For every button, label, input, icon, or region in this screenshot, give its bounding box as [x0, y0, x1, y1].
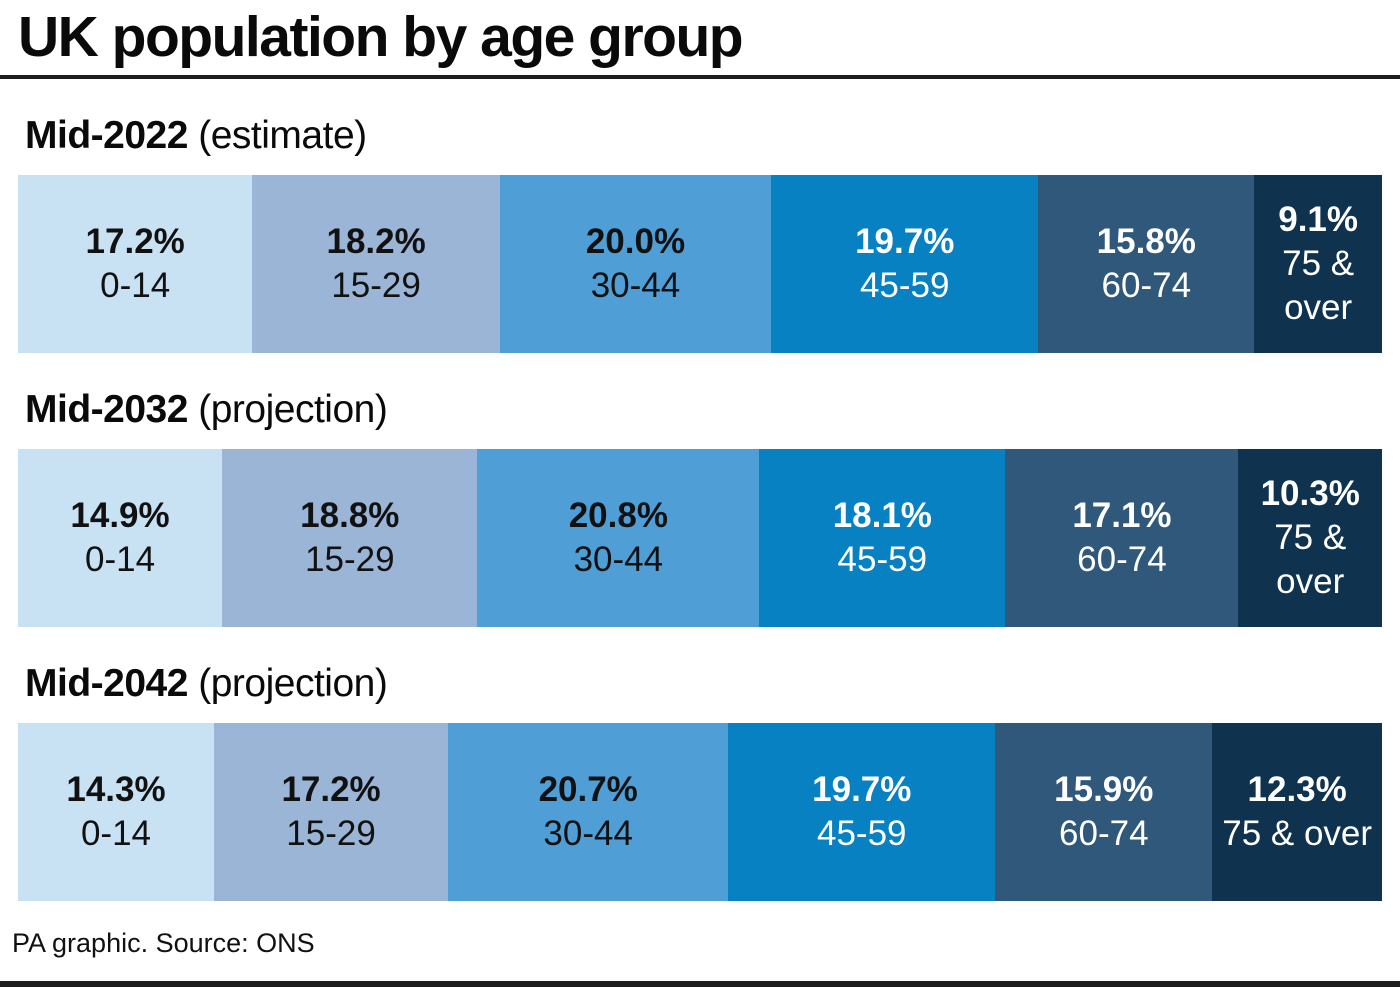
bar-segment-15-29: 17.2% 15-29 — [214, 723, 449, 901]
bar-segment-0-14: 17.2% 0-14 — [18, 175, 253, 353]
segment-age-label: 75 & over — [1222, 814, 1373, 853]
segment-value: 20.7% — [538, 770, 638, 809]
bottom-rule — [0, 981, 1400, 987]
bar-segment-60-74: 15.8% 60-74 — [1038, 175, 1255, 353]
bar-segment-45-59: 18.1% 45-59 — [759, 449, 1006, 627]
segment-value: 12.3% — [1247, 770, 1347, 809]
series-name: Mid-2032 — [25, 388, 188, 431]
segment-value: 17.2% — [281, 770, 381, 809]
segment-age-label: 0-14 — [100, 266, 171, 305]
segment-age-label: 15-29 — [305, 540, 395, 579]
bar-segment-30-44: 20.8% 30-44 — [477, 449, 760, 627]
bar-segment-45-59: 19.7% 45-59 — [728, 723, 996, 901]
segment-value: 15.9% — [1054, 770, 1154, 809]
series-note: (projection) — [198, 388, 388, 431]
segment-value: 10.3% — [1260, 474, 1360, 513]
segment-value: 20.0% — [585, 222, 686, 261]
source-credit: PA graphic. Source: ONS — [12, 928, 315, 958]
segment-age-label: 45-59 — [817, 814, 907, 853]
series-heading: Mid-2042 (projection) — [25, 661, 1382, 707]
segment-value: 20.8% — [568, 496, 668, 535]
segment-age-label: 15-29 — [331, 266, 421, 305]
segment-value: 17.1% — [1072, 496, 1172, 535]
segment-age-label: 45-59 — [859, 266, 950, 305]
segment-age-label: 30-44 — [590, 266, 681, 305]
segment-age-label: 60-74 — [1101, 266, 1192, 305]
segment-value: 19.7% — [812, 770, 912, 809]
bar-segment-15-29: 18.8% 15-29 — [222, 449, 478, 627]
segment-value: 15.8% — [1096, 222, 1196, 261]
bar-segment-30-44: 20.0% 30-44 — [499, 175, 772, 353]
bar-segment-75-over: 12.3% 75 & over — [1212, 723, 1382, 901]
segment-value: 19.7% — [855, 222, 955, 261]
segment-age-label: 60-74 — [1077, 540, 1167, 579]
segment-value: 18.1% — [832, 496, 932, 535]
stacked-bar: 14.9% 0-14 18.8% 15-29 20.8% 30-44 18.1% 45-59 1… — [18, 449, 1382, 627]
series-heading: Mid-2032 (projection) — [25, 387, 1382, 433]
series-name: Mid-2042 — [25, 662, 188, 705]
segment-value: 18.2% — [326, 222, 426, 261]
bar-segment-45-59: 19.7% 45-59 — [771, 175, 1039, 353]
bar-segment-0-14: 14.3% 0-14 — [18, 723, 214, 901]
segment-age-label: 60-74 — [1059, 814, 1149, 853]
segment-value: 14.3% — [66, 770, 166, 809]
series-section-mid-2042: Mid-2042 (projection) 14.3% 0-14 17.2% 15-29… — [18, 661, 1382, 901]
bar-segment-60-74: 15.9% 60-74 — [995, 723, 1213, 901]
stacked-bar: 17.2% 0-14 18.2% 15-29 20.0% 30-44 19.7% 45-59 1… — [18, 175, 1382, 353]
series-note: (estimate) — [198, 114, 367, 157]
bar-segment-75-over: 9.1% 75 & over — [1254, 175, 1382, 353]
segment-value: 9.1% — [1278, 200, 1359, 239]
segment-age-label: 15-29 — [286, 814, 376, 853]
bar-segment-15-29: 18.2% 15-29 — [252, 175, 500, 353]
segment-value: 17.2% — [85, 222, 185, 261]
segment-age-label: 45-59 — [837, 540, 928, 579]
bar-segment-30-44: 20.7% 30-44 — [448, 723, 729, 901]
series-section-mid-2032: Mid-2032 (projection) 14.9% 0-14 18.8% 15-29… — [18, 387, 1382, 627]
series-note: (projection) — [198, 662, 388, 705]
series-section-mid-2022: Mid-2022 (estimate) 17.2% 0-14 18.2% 15-29 20… — [18, 113, 1382, 353]
series-name: Mid-2022 — [25, 114, 188, 157]
segment-age-label: 75 & over — [1282, 244, 1355, 327]
segment-value: 18.8% — [300, 496, 400, 535]
stacked-bar: 14.3% 0-14 17.2% 15-29 20.7% 30-44 19.7% 45-59 1… — [18, 723, 1382, 901]
page-title: UK population by age group — [18, 5, 744, 69]
series-heading: Mid-2022 (estimate) — [25, 113, 1382, 159]
segment-age-label: 0-14 — [85, 540, 156, 579]
title-rule — [0, 75, 1400, 79]
bar-segment-0-14: 14.9% 0-14 — [18, 449, 223, 627]
segment-age-label: 30-44 — [543, 814, 633, 853]
bar-segment-75-over: 10.3% 75 & over — [1238, 449, 1382, 627]
chart-area: Mid-2022 (estimate) 17.2% 0-14 18.2% 15-29 20… — [0, 113, 1400, 901]
bar-segment-60-74: 17.1% 60-74 — [1005, 449, 1239, 627]
segment-age-label: 30-44 — [573, 540, 664, 579]
segment-value: 14.9% — [70, 496, 170, 535]
segment-age-label: 75 & over — [1274, 518, 1347, 601]
segment-age-label: 0-14 — [80, 814, 152, 853]
